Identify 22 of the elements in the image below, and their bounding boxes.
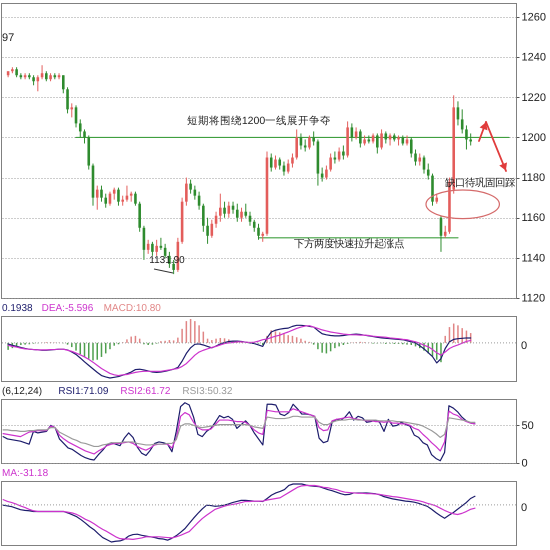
y-tick-label: 1260: [522, 12, 546, 24]
text: DEA:-5.596: [42, 303, 94, 314]
y-tick-label: 1240: [522, 52, 546, 64]
y-tick-label: 50: [522, 420, 534, 432]
annotation: 下方两度快速拉升起涨点: [294, 238, 404, 250]
annotation: 缺口待巩固回踩: [445, 177, 515, 189]
y-tick-label: 0: [522, 458, 528, 470]
y-tick-label: 1200: [522, 132, 546, 144]
annotation: 97: [2, 32, 14, 44]
text: RSI1:71.09: [58, 386, 109, 397]
y-tick-label: 1140: [522, 252, 546, 264]
y-tick-label: 1160: [522, 212, 546, 224]
text: 0.1938: [2, 303, 34, 314]
legend-title: (6,12,24): [2, 386, 42, 397]
text: RSI3:50.32: [182, 386, 233, 397]
text: RSI2:61.72: [120, 386, 171, 397]
text: MACD:10.80: [104, 303, 162, 314]
text: MA:-31.18: [2, 468, 49, 479]
y-tick-label: 1180: [522, 172, 546, 184]
y-tick-label: 1220: [522, 92, 546, 104]
y-tick-label: 1120: [522, 292, 546, 304]
annotation: 短期将围绕1200一线展开争夺: [186, 114, 332, 127]
